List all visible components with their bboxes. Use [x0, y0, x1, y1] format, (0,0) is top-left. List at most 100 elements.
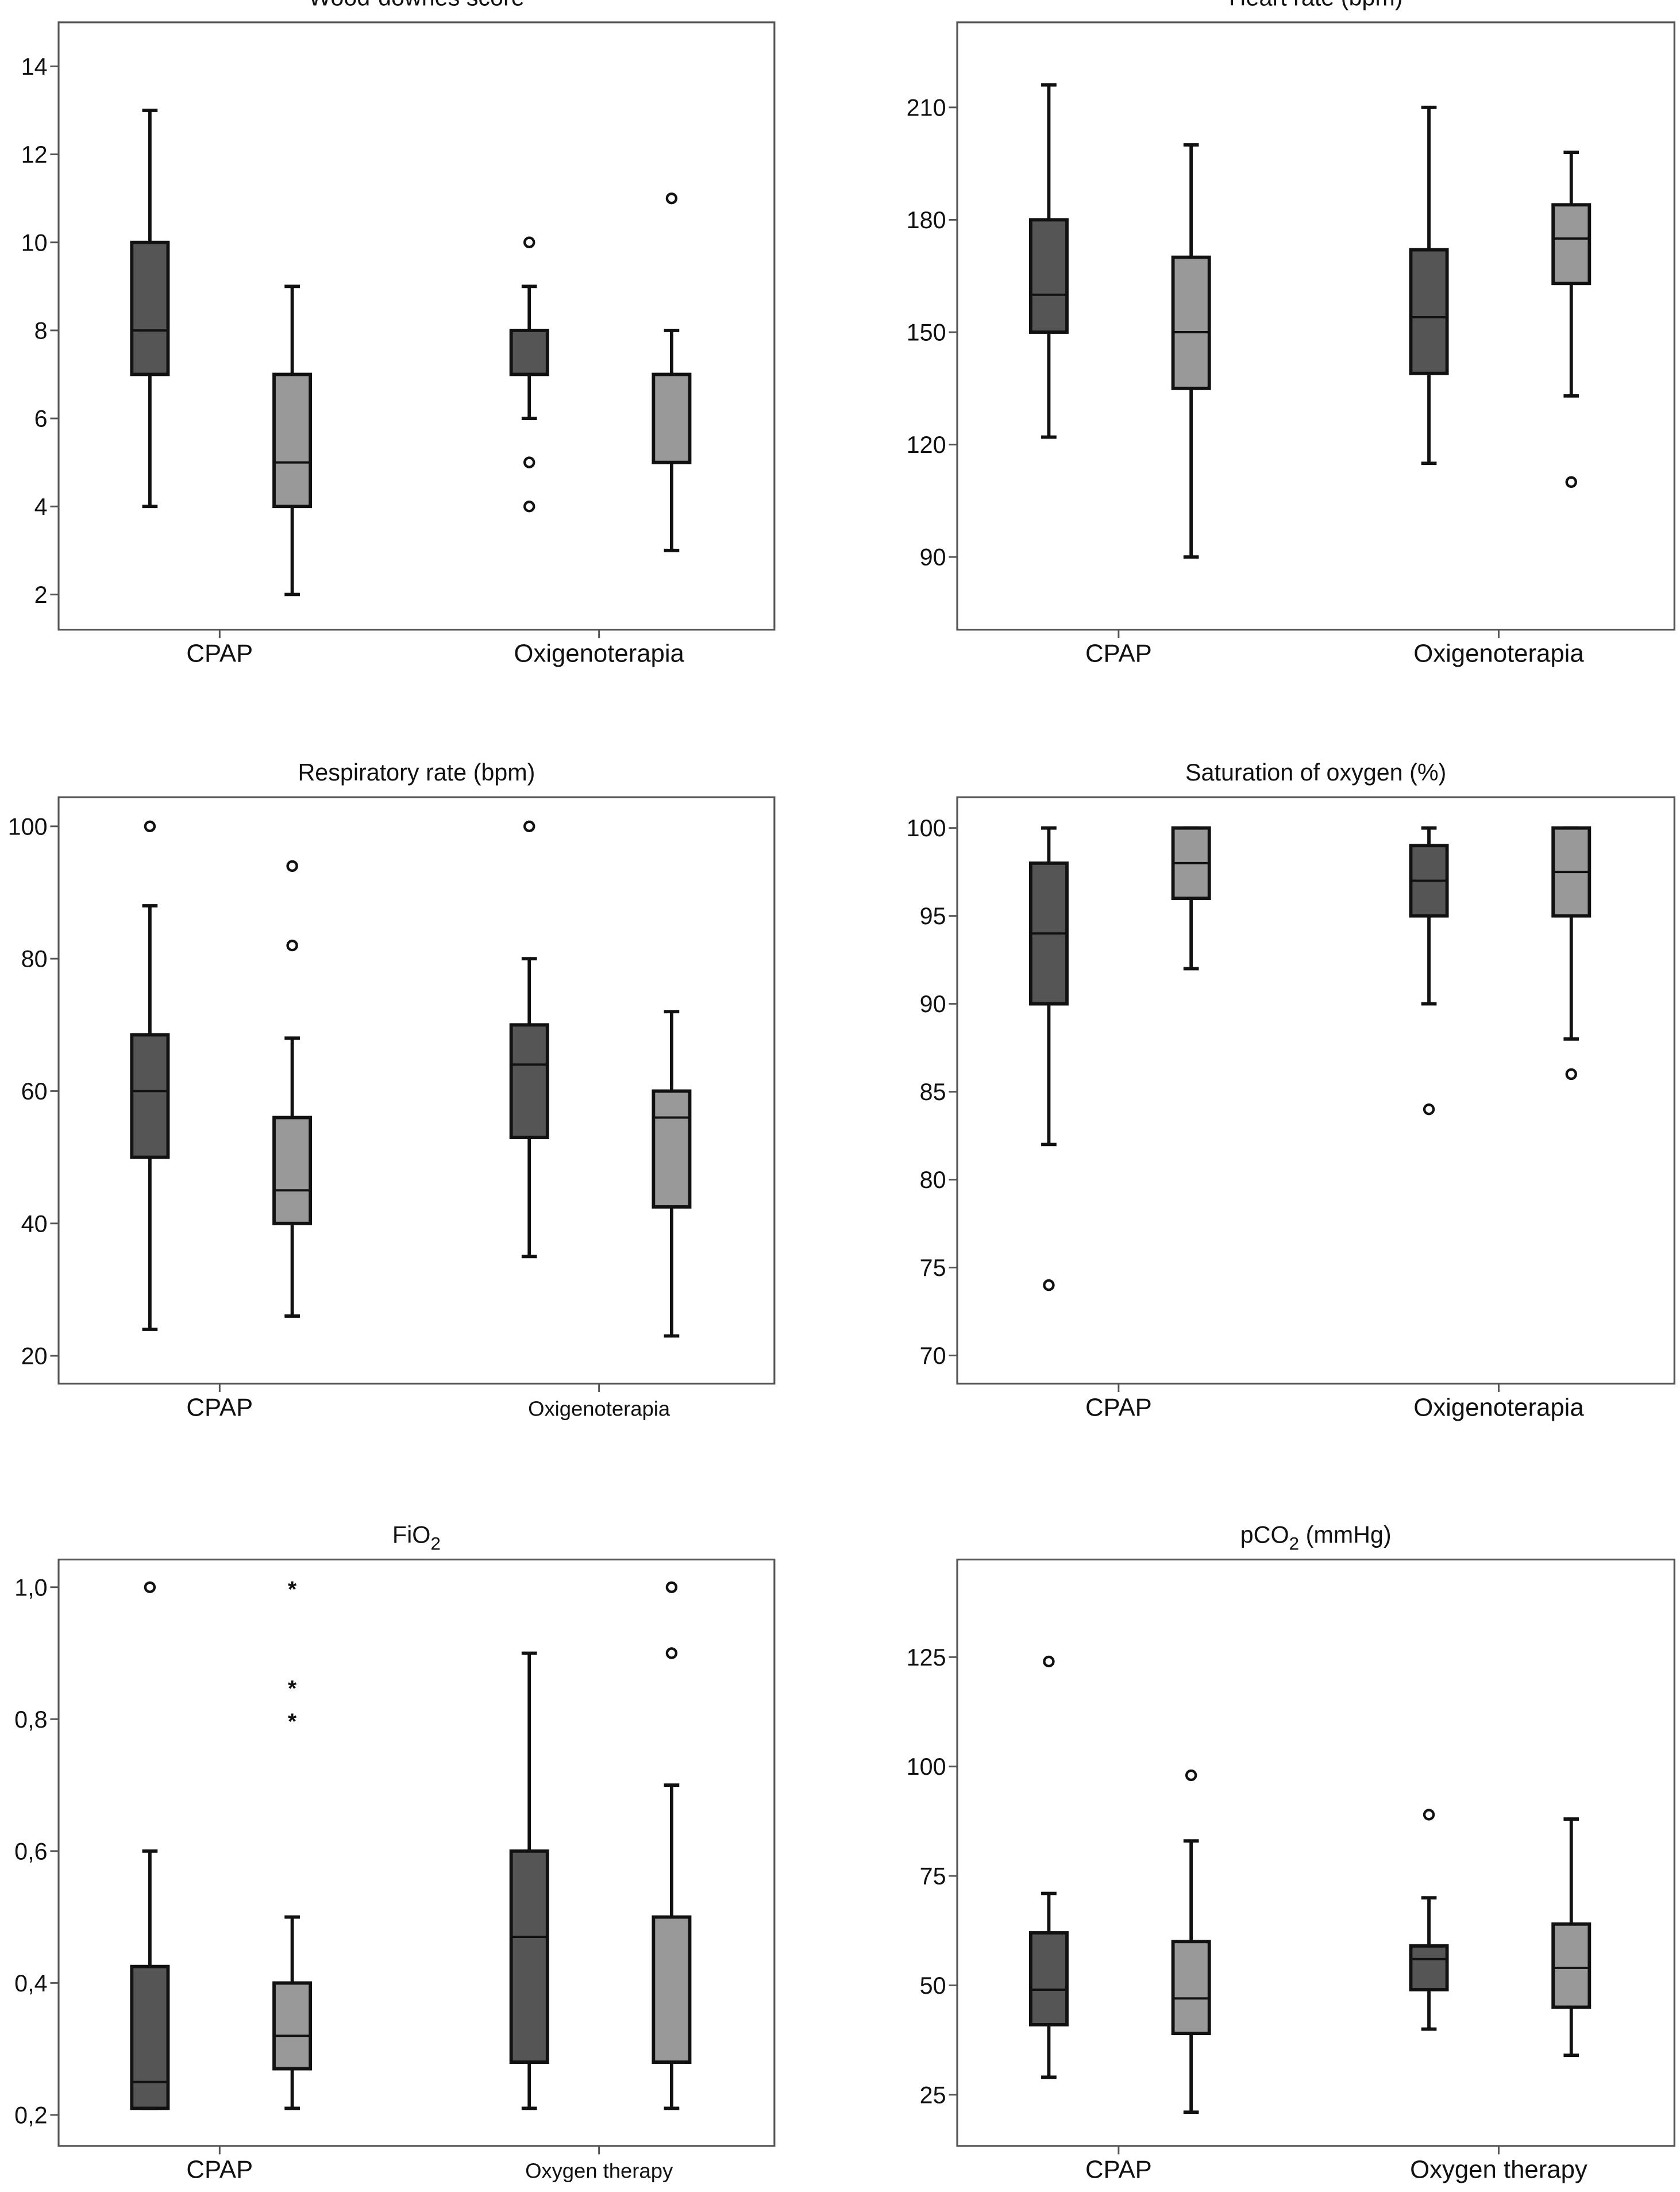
chart-title-text: Wood-downes score	[309, 0, 524, 11]
plot-frame	[57, 1558, 776, 2147]
box-iqr	[1028, 218, 1069, 334]
outlier-point	[286, 939, 298, 952]
box-iqr	[272, 372, 313, 509]
chart-panel: Wood-downes score 2 4 6 8 10 12 14 CPAP Oxigenote…	[21, 0, 776, 667]
box-iqr	[509, 1023, 549, 1139]
outlier-point	[1043, 1655, 1055, 1668]
box-series-2	[1551, 1817, 1592, 2058]
box-series-1	[1409, 1809, 1449, 2031]
box-series-2	[1171, 1769, 1211, 2114]
box-iqr	[272, 1981, 313, 2071]
outlier-point	[523, 456, 535, 468]
chart-panel: FiO2 0,2 0,4 0,6 0,8 1,0 CPAP Oxygen therapy * * *	[14, 1521, 776, 2184]
outlier-point	[523, 820, 535, 833]
x-category-label: CPAP	[186, 639, 253, 667]
box-iqr	[1409, 248, 1449, 375]
box-series-1	[130, 820, 170, 1331]
box-iqr	[509, 1849, 549, 2064]
chart-title-subscript: 2	[430, 1533, 441, 1554]
chart-title: Wood-downes score	[309, 0, 524, 11]
y-tick-label: 70	[920, 1343, 946, 1369]
y-tick-label: 25	[920, 2082, 946, 2108]
box-iqr	[652, 1089, 692, 1209]
outlier-point	[1423, 1809, 1435, 1821]
chart-title-text: Heart rate (bpm)	[1229, 0, 1403, 11]
y-tick-label: 75	[920, 1255, 946, 1281]
outlier-point	[665, 1581, 678, 1593]
box-iqr	[130, 1964, 170, 2110]
extreme-point: *	[288, 1676, 297, 1701]
outlier-point	[665, 1647, 678, 1659]
box-iqr	[1409, 1944, 1449, 1991]
box-iqr	[1171, 1940, 1211, 2036]
y-tick-label: 4	[34, 494, 48, 520]
box-iqr	[1028, 1931, 1069, 2026]
box-series-1	[1028, 1655, 1069, 2079]
outlier-point	[144, 820, 156, 833]
box-iqr	[652, 372, 692, 464]
chart-title: Heart rate (bpm)	[1229, 0, 1403, 11]
y-tick-label: 10	[21, 229, 48, 256]
x-category-label: CPAP	[1085, 639, 1152, 667]
y-tick-label: 100	[8, 813, 48, 840]
chart-panel: pCO2 (mmHg) 25 50 75 100 125 CPAP Oxygen therap…	[907, 1521, 1675, 2184]
chart-title: pCO2 (mmHg)	[1240, 1521, 1392, 1553]
y-tick-label: 20	[21, 1343, 48, 1370]
chart-title: Saturation of oxygen (%)	[1185, 759, 1446, 786]
box-series-2	[1171, 826, 1211, 971]
x-category-label: CPAP	[186, 2156, 253, 2184]
y-tick-label: 100	[907, 815, 946, 841]
chart-title-text: pCO	[1240, 1521, 1289, 1548]
chart-title-text: Saturation of oxygen (%)	[1185, 759, 1446, 786]
outlier-point	[1043, 1279, 1055, 1291]
chart-title: FiO2	[392, 1521, 441, 1553]
y-tick-label: 90	[920, 544, 946, 571]
y-tick-label: 14	[21, 53, 48, 80]
box-iqr	[130, 1033, 170, 1159]
x-category-label: CPAP	[186, 1393, 253, 1421]
outlier-point	[1423, 1103, 1435, 1116]
x-category-label: CPAP	[1085, 1393, 1152, 1421]
chart-panel: Respiratory rate (bpm) 20 40 60 80 100 CPAP Oxi…	[8, 759, 776, 1421]
y-tick-label: 150	[907, 320, 946, 346]
y-tick-label: 120	[907, 432, 946, 458]
y-tick-label: 95	[920, 903, 946, 929]
box-series-1	[130, 109, 170, 509]
x-category-label: Oxigenoterapia	[528, 1397, 671, 1420]
y-tick-label: 40	[21, 1210, 48, 1237]
outlier-point	[144, 1581, 156, 1593]
outlier-point	[665, 192, 678, 205]
x-category-label: Oxygen therapy	[1410, 2156, 1587, 2184]
y-tick-label: 8	[34, 317, 48, 344]
chart-panel: Saturation of oxygen (%) 70 75 80 85 90 95 100 C…	[907, 759, 1675, 1421]
y-tick-label: 0,6	[14, 1838, 47, 1864]
plot-frame	[956, 796, 1675, 1385]
x-category-label: Oxigenoterapia	[1413, 639, 1584, 667]
plot-frame	[956, 21, 1675, 631]
y-tick-label: 100	[907, 1753, 946, 1780]
y-tick-label: 125	[907, 1644, 946, 1671]
plot-frame	[57, 21, 776, 631]
x-category-label: Oxygen therapy	[525, 2159, 673, 2183]
box-series-1	[509, 820, 549, 1259]
box-series-1	[509, 1651, 549, 2110]
chart-title: Respiratory rate (bpm)	[298, 759, 535, 786]
chart-panel: Heart rate (bpm) 90 120 150 180 210 CPAP Oxigen…	[907, 0, 1675, 667]
box-iqr	[652, 1915, 692, 2064]
outlier-point	[1565, 1068, 1577, 1080]
y-tick-label: 0,2	[14, 2102, 47, 2128]
outlier-point	[1185, 1769, 1197, 1782]
y-tick-label: 80	[920, 1167, 946, 1193]
box-series-2	[652, 1581, 692, 2110]
box-series-1	[509, 236, 549, 513]
box-series-2	[272, 284, 313, 597]
x-category-label: Oxigenoterapia	[514, 639, 684, 667]
extreme-point: *	[288, 1578, 297, 1602]
outlier-point	[1565, 476, 1577, 488]
chart-title-text: FiO	[392, 1521, 430, 1548]
box-iqr	[509, 328, 549, 376]
outlier-point	[523, 236, 535, 248]
box-iqr	[1551, 1922, 1592, 2009]
y-tick-label: 0,8	[14, 1706, 47, 1733]
y-tick-label: 0,4	[14, 1970, 47, 1997]
